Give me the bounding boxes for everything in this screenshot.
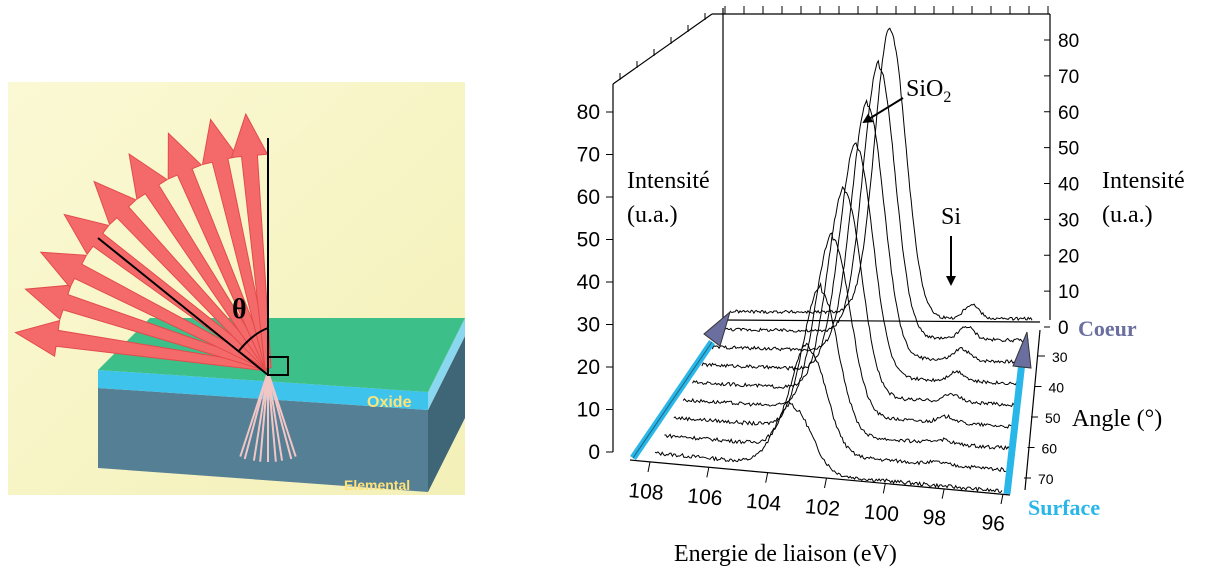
spectrum-line <box>673 281 1010 451</box>
left-y-tick-label: 0 <box>588 441 600 464</box>
right-y-tick-label: 80 <box>1058 31 1079 52</box>
subsurface-ray <box>267 371 293 460</box>
right-y-tick-label: 20 <box>1058 246 1079 267</box>
energy-axis <box>629 459 1011 496</box>
depth-arrow-left <box>630 310 731 460</box>
spectrum-line <box>692 185 1018 408</box>
right-y-tick-label: 10 <box>1058 282 1079 303</box>
oxide-layer-label: Oxide <box>367 394 412 411</box>
energy-tick-label: 96 <box>981 511 1006 536</box>
beam-arrow <box>39 251 271 372</box>
intensity-right-line2: (u.a.) <box>1102 202 1153 228</box>
angle-tick-label: 40 <box>1049 380 1065 396</box>
right-y-tick-label: 40 <box>1058 175 1079 196</box>
subsurface-ray <box>267 371 284 461</box>
beam-arrow <box>14 319 269 372</box>
intensity-left-line1: Intensité <box>627 168 710 194</box>
energy-tick <box>765 472 769 483</box>
right-y-tick-label: 30 <box>1058 210 1079 231</box>
spectrum-line <box>710 98 1025 364</box>
axis-ticks: 0 10 20 30 40 50 60 70 80 0 10 20 30 40 50 60 70 80 30 40 50… <box>577 6 1079 536</box>
right-y-tick-label: 50 <box>1058 139 1079 160</box>
xps-3d-chart: 0 10 20 30 40 50 60 70 80 0 10 20 30 40 50 60 70 80 30 40 50… <box>577 6 1185 567</box>
energy-tick <box>941 488 945 499</box>
subsurface-rays <box>239 371 297 462</box>
left-y-tick-label: 50 <box>577 229 600 252</box>
photoelectron-beams <box>14 112 272 372</box>
spectrum-line <box>701 142 1021 386</box>
angle-tick-label: 30 <box>1052 349 1068 365</box>
si-label: Si <box>941 204 961 230</box>
si-annotation: Si <box>941 204 961 286</box>
beam-arrow <box>230 112 272 369</box>
depth-arrow-right <box>1003 331 1032 495</box>
energy-tick <box>824 477 827 489</box>
elemental-layer-label: Elemental <box>344 477 410 493</box>
energy-tick-label: 104 <box>745 490 782 516</box>
oxide-top-surface <box>98 318 465 392</box>
surface-label: Surface <box>1028 495 1100 520</box>
spectrum-line <box>664 342 1006 473</box>
beam-arrow <box>24 284 270 372</box>
coeur-label: Coeur <box>1078 316 1137 341</box>
energy-tick-label: 106 <box>686 484 723 510</box>
right-y-tick-label: 60 <box>1058 103 1079 124</box>
left-y-tick-label: 30 <box>577 314 600 337</box>
energy-tick <box>706 467 710 478</box>
right-y-tick-label: 0 <box>1058 318 1069 339</box>
beam-arrow <box>128 153 272 371</box>
beam-arrow <box>167 132 272 370</box>
sio2-annotation: SiO2 <box>862 76 951 124</box>
right-angle-marker <box>267 356 289 376</box>
sio2-arrow <box>862 97 904 124</box>
left-y-tick-label: 10 <box>577 399 600 422</box>
energy-tick-label: 100 <box>863 500 900 526</box>
energy-tick <box>647 461 651 473</box>
energy-tick <box>1000 493 1004 505</box>
right-y-tick-label: 70 <box>1058 67 1079 88</box>
spectrum-line <box>654 401 1003 493</box>
oxide-layer-side <box>428 318 465 410</box>
subsurface-ray <box>252 371 269 461</box>
spectra-stack <box>654 27 1033 493</box>
left-y-tick-label: 70 <box>577 144 600 167</box>
floor-back-edge <box>722 319 1041 323</box>
intensity-right-line1: Intensité <box>1102 168 1185 194</box>
left-y-tick-label: 60 <box>577 186 600 209</box>
energy-tick-label: 108 <box>628 479 665 505</box>
angle-tick-label: 50 <box>1045 410 1061 426</box>
spectrum-line <box>729 27 1033 322</box>
angle-axis-label: Angle (°) <box>1072 406 1162 432</box>
energy-tick-label: 98 <box>922 506 947 531</box>
left-y-tick-label: 40 <box>577 271 600 294</box>
angle-tick-label: 70 <box>1038 471 1054 487</box>
beam-arrow <box>93 180 271 371</box>
spectrum-line <box>720 59 1029 344</box>
left-y-tick-label: 20 <box>577 356 600 379</box>
angle-tick-label: 60 <box>1042 441 1058 457</box>
subsurface-ray <box>239 371 269 457</box>
right-angle-axis <box>1024 329 1041 491</box>
spectrum-line <box>682 232 1014 429</box>
takeoff-direction-line <box>97 237 269 376</box>
left-back-edge <box>612 13 713 85</box>
subsurface-ray <box>259 371 269 462</box>
energy-axis-label: Energie de liaison (eV) <box>674 541 897 567</box>
xps-angle-diagram: Oxide Elemental θ <box>8 82 465 495</box>
energy-tick-label: 102 <box>804 495 841 521</box>
angle-arc <box>237 327 269 353</box>
chart-frame <box>612 8 1051 496</box>
theta-label: θ <box>232 294 247 325</box>
energy-tick <box>882 483 886 494</box>
subsurface-ray <box>267 371 277 462</box>
sio2-label: SiO2 <box>906 76 951 106</box>
substrate-side-face <box>428 336 465 492</box>
intensity-left-line2: (u.a.) <box>627 202 678 228</box>
left-y-tick-label: 80 <box>577 101 600 124</box>
